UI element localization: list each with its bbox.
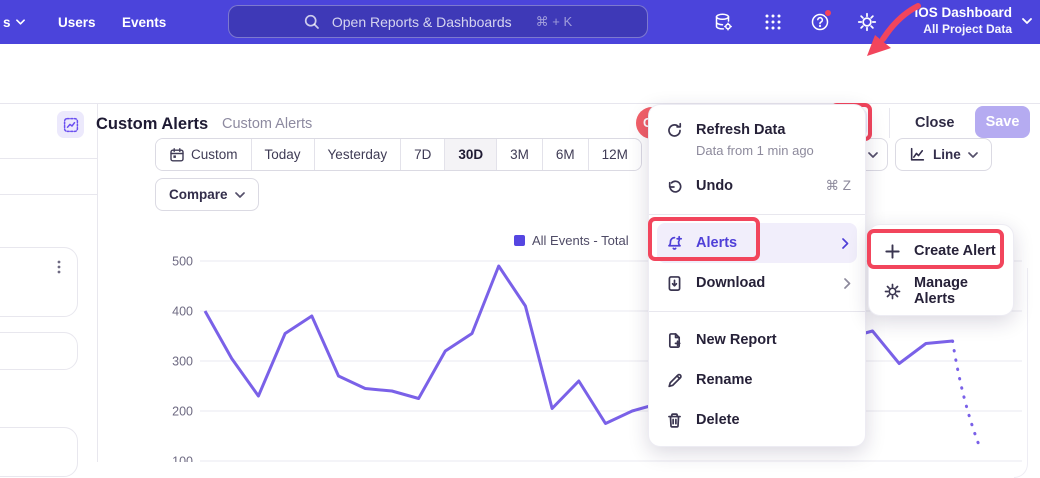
svg-text:300: 300 <box>172 355 193 369</box>
range-6m[interactable]: 6M <box>542 139 588 170</box>
nav-item-truncated[interactable]: s <box>3 0 25 44</box>
page-title: Custom Alerts <box>96 115 208 134</box>
compare-button[interactable]: Compare <box>155 178 259 211</box>
legend-swatch <box>514 235 525 246</box>
nav-item-users[interactable]: Users <box>58 0 96 44</box>
header-divider <box>889 108 890 138</box>
chevron-down-icon <box>968 152 978 158</box>
sidebar-divider <box>0 194 98 195</box>
project-scope: All Project Data <box>914 22 1012 37</box>
report-chart-icon <box>57 111 84 138</box>
left-sidebar <box>0 104 98 462</box>
sidebar-card[interactable] <box>0 427 78 477</box>
new-report-icon <box>666 332 683 349</box>
menu-item-refresh-data[interactable]: Refresh Data <box>649 113 865 147</box>
chart-legend: All Events - Total <box>514 233 629 248</box>
trash-icon <box>666 412 683 429</box>
range-30d[interactable]: 30D <box>444 139 496 170</box>
chart-type-button[interactable]: Line <box>895 138 992 171</box>
chevron-right-icon <box>844 278 851 289</box>
range-12m[interactable]: 12M <box>588 139 641 170</box>
undo-icon <box>666 178 683 195</box>
svg-text:500: 500 <box>172 255 193 269</box>
menu-item-download[interactable]: Download <box>649 263 865 303</box>
dashboard-name: iOS Dashboard <box>914 4 1012 22</box>
project-selector[interactable]: iOS Dashboard All Project Data <box>914 4 1012 37</box>
top-navigation-bar: s Users Events Open Reports & Dashboards… <box>0 0 1040 44</box>
notification-dot <box>824 9 832 17</box>
sidebar-card[interactable] <box>0 332 78 370</box>
menu-item-delete[interactable]: Delete <box>649 400 865 440</box>
data-management-icon[interactable] <box>713 12 733 32</box>
calendar-icon <box>169 147 185 163</box>
apps-grid-icon[interactable] <box>763 12 783 32</box>
menu-item-new-report[interactable]: New Report <box>649 320 865 360</box>
report-options-menu: Refresh Data Data from 1 min ago Undo ⌘ … <box>648 104 866 447</box>
range-7d[interactable]: 7D <box>400 139 444 170</box>
menu-divider <box>649 214 865 215</box>
chevron-down-icon <box>235 192 245 198</box>
menu-divider <box>649 311 865 312</box>
menu-item-alerts[interactable]: Alerts <box>657 223 857 263</box>
search-placeholder: Open Reports & Dashboards <box>332 14 512 30</box>
refresh-data-subtitle: Data from 1 min ago <box>696 143 865 158</box>
sidebar-card[interactable] <box>0 247 78 317</box>
range-today[interactable]: Today <box>251 139 314 170</box>
date-range-control: CustomTodayYesterday7D30D3M6M12M <box>155 138 642 171</box>
pencil-icon <box>666 372 683 389</box>
range-custom[interactable]: Custom <box>156 139 251 170</box>
submenu-item-manage-alerts[interactable]: Manage Alerts <box>869 271 1013 311</box>
download-icon <box>666 275 683 292</box>
nav-item-events[interactable]: Events <box>122 0 166 44</box>
search-shortcut: ⌘ + K <box>536 14 573 30</box>
breadcrumb: Custom Alerts <box>222 116 312 132</box>
range-3m[interactable]: 3M <box>496 139 542 170</box>
settings-gear-icon[interactable] <box>857 12 877 32</box>
close-button[interactable]: Close <box>915 115 955 131</box>
search-input[interactable]: Open Reports & Dashboards ⌘ + K <box>228 5 648 38</box>
line-chart-icon <box>909 146 926 163</box>
search-icon <box>304 14 320 30</box>
refresh-icon <box>666 122 683 139</box>
gear-icon <box>884 283 901 300</box>
undo-shortcut: ⌘ Z <box>826 178 852 194</box>
kebab-menu-icon[interactable] <box>53 260 65 274</box>
legend-label: All Events - Total <box>532 233 629 248</box>
submenu-item-create-alert[interactable]: Create Alert <box>869 231 1013 271</box>
svg-text:400: 400 <box>172 305 193 319</box>
save-button[interactable]: Save <box>975 106 1030 138</box>
plus-icon <box>884 243 901 260</box>
alert-bell-plus-icon <box>666 235 683 252</box>
menu-item-undo[interactable]: Undo ⌘ Z <box>649 166 865 206</box>
chevron-down-icon <box>1022 18 1032 24</box>
chevron-right-icon <box>842 238 849 249</box>
chart-card-edge <box>1014 268 1028 478</box>
svg-text:200: 200 <box>172 405 193 419</box>
alerts-submenu: Create Alert Manage Alerts <box>868 224 1014 316</box>
chevron-down-icon <box>868 152 878 158</box>
chevron-down-icon <box>16 19 25 25</box>
report-header: Custom Alerts Custom Alerts GV Duplicate… <box>0 44 1040 104</box>
range-yesterday[interactable]: Yesterday <box>314 139 401 170</box>
sidebar-divider <box>0 158 98 159</box>
svg-text:100: 100 <box>172 455 193 463</box>
menu-item-rename[interactable]: Rename <box>649 360 865 400</box>
help-icon[interactable] <box>810 12 830 32</box>
